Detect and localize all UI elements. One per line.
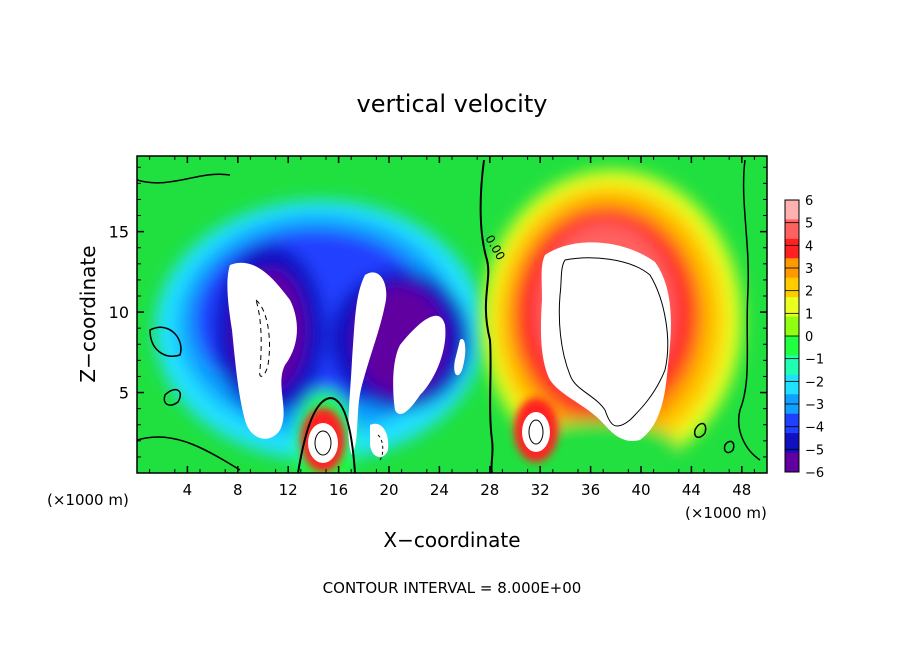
y-axis-label: Z−coordinate <box>76 245 100 382</box>
colorbar-label: 1 <box>805 307 813 322</box>
colorbar-swatch <box>785 297 799 318</box>
chart-title: vertical velocity <box>357 90 548 118</box>
colorbar-swatch <box>785 355 799 376</box>
colorbar-swatch <box>785 413 799 434</box>
x-tick-label: 48 <box>732 481 751 499</box>
x-tick-label: 4 <box>183 481 193 499</box>
colorbar-label: 2 <box>805 285 813 300</box>
x-tick-label: 36 <box>581 481 600 499</box>
x-axis-label: X−coordinate <box>383 528 520 552</box>
x-tick-label: 24 <box>430 481 449 499</box>
colorbar-swatch <box>785 316 799 337</box>
x-tick-label: 16 <box>329 481 348 499</box>
colorbar-label: 6 <box>805 194 813 209</box>
colorbar-swatch <box>785 219 799 240</box>
colorbar-label: −3 <box>805 398 824 413</box>
colorbar-label: 4 <box>805 239 813 254</box>
contour-interval-note: CONTOUR INTERVAL = 8.000E+00 <box>323 579 582 597</box>
y-tick-label: 5 <box>119 384 129 403</box>
x-unit-label-right: (×1000 m) <box>685 504 767 522</box>
y-tick-label: 15 <box>109 223 129 242</box>
colorbar: 6 5 4 3 2 1 0 −1 −2 −3 −4 −5 −6 <box>784 194 824 481</box>
colorbar-label: −6 <box>805 466 824 481</box>
colorbar-label: 3 <box>805 262 813 277</box>
x-tick-label: 40 <box>631 481 650 499</box>
colorbar-swatch <box>785 452 799 473</box>
colorbar-label: −4 <box>805 421 824 436</box>
x-unit-label-left: (×1000 m) <box>47 491 129 509</box>
x-tick-label: 8 <box>233 481 243 499</box>
x-axis-ticks: 4 8 12 16 20 24 28 32 36 40 44 48 <box>149 156 755 499</box>
colorbar-label: −5 <box>805 443 824 458</box>
velocity-field <box>137 156 767 473</box>
colorbar-swatch <box>785 200 799 220</box>
y-tick-label: 10 <box>109 303 129 322</box>
colorbar-swatch <box>785 277 799 298</box>
colorbar-swatch <box>785 238 799 259</box>
colorbar-label: 5 <box>805 217 813 232</box>
x-tick-label: 32 <box>531 481 550 499</box>
colorbar-label: −2 <box>805 375 824 390</box>
x-tick-label: 20 <box>379 481 398 499</box>
x-tick-label: 28 <box>480 481 499 499</box>
colorbar-swatch <box>785 433 799 454</box>
colorbar-label: 0 <box>805 330 813 345</box>
x-tick-label: 12 <box>279 481 298 499</box>
x-tick-label: 44 <box>682 481 701 499</box>
colorbar-swatch <box>785 374 799 395</box>
colorbar-label: −1 <box>805 353 824 368</box>
colorbar-swatch <box>785 336 799 356</box>
y-axis-ticks: 5 10 15 <box>109 166 767 458</box>
